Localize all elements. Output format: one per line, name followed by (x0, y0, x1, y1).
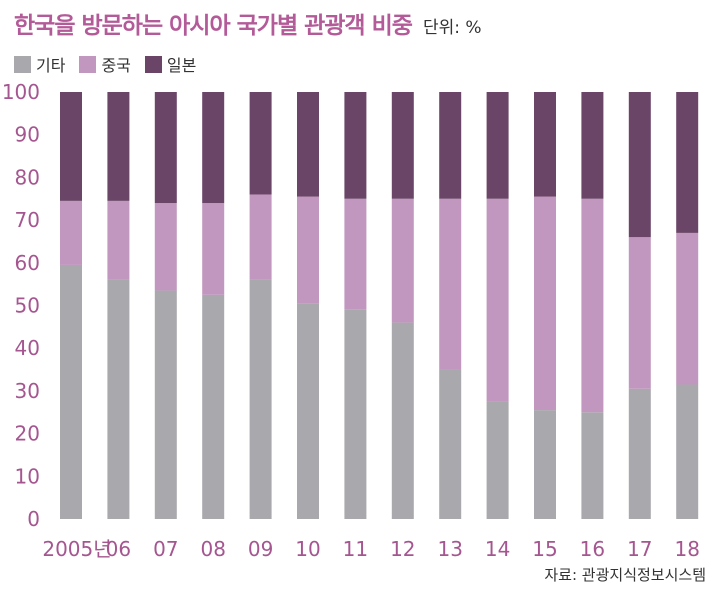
legend-label-japan: 일본 (166, 56, 197, 75)
bar-segment-other (581, 412, 604, 519)
bar-segment-other (154, 290, 177, 519)
x-tick-label: 2005년 (42, 537, 111, 561)
bar-segment-japan (581, 92, 604, 199)
bar-segment-japan (344, 92, 367, 199)
x-tick-label: 12 (390, 537, 415, 561)
bar-segment-other (486, 401, 509, 519)
bar-segment-other (534, 410, 556, 519)
bar-segment-japan (486, 92, 509, 199)
bar-segment-other (676, 384, 699, 519)
x-tick-label: 09 (248, 537, 273, 561)
x-tick-label: 07 (153, 537, 178, 561)
bar-segment-china (628, 237, 651, 389)
bar-segment-china (581, 198, 604, 413)
bar-segment-china (486, 198, 509, 402)
bar-segment-japan (439, 92, 462, 199)
unit-label: 단위: % (423, 18, 482, 38)
bar-segment-china (202, 203, 225, 295)
bar-segment-japan (391, 92, 414, 199)
bar-segment-japan (297, 92, 319, 197)
bar-segment-china (344, 198, 367, 310)
x-tick-label: 10 (295, 537, 320, 561)
x-tick-label: 18 (674, 537, 699, 561)
bar-segment-china (439, 198, 462, 370)
bar-segment-japan (107, 92, 130, 201)
legend-swatch-japan (144, 55, 162, 73)
bar-segment-other (107, 279, 130, 519)
bar-segment-japan (154, 92, 177, 204)
legend-swatch-china (79, 55, 97, 73)
y-tick-label: 30 (15, 379, 40, 403)
x-tick-label: 11 (343, 537, 368, 561)
source-note: 자료: 관광지식정보시스템 (544, 566, 706, 584)
y-tick-label: 0 (27, 507, 40, 531)
legend: 기타 중국 일본 (14, 52, 210, 76)
chart-title-row: 한국을 방문하는 아시아 국가별 관광객 비중 단위: % (14, 6, 482, 40)
bar-segment-other (60, 264, 82, 519)
x-tick-label: 08 (200, 537, 225, 561)
x-tick-label: 14 (485, 537, 510, 561)
x-tick-label: 16 (580, 537, 605, 561)
legend-label-china: 중국 (101, 56, 131, 75)
bar-segment-japan (534, 92, 556, 197)
bar-segment-china (391, 198, 414, 323)
x-tick-label: 15 (532, 537, 557, 561)
legend-item-other: 기타 (14, 52, 65, 76)
y-tick-label: 60 (15, 251, 40, 275)
bar-segment-other (628, 388, 651, 519)
x-tick-label: 17 (627, 537, 652, 561)
chart-title: 한국을 방문하는 아시아 국가별 관광객 비중 (14, 13, 413, 39)
bar-segment-japan (60, 92, 82, 201)
legend-swatch-other (14, 55, 31, 73)
y-tick-label: 90 (15, 123, 40, 147)
legend-label-other: 기타 (36, 56, 66, 75)
bar-segment-china (60, 200, 82, 265)
bar-segment-other (344, 309, 367, 519)
bar-segment-other (249, 279, 272, 519)
legend-item-china: 중국 (79, 52, 131, 76)
bar-segment-china (676, 232, 699, 385)
bar-segment-japan (676, 92, 699, 233)
y-tick-label: 20 (15, 422, 40, 446)
bar-segment-china (154, 203, 177, 291)
y-tick-label: 80 (15, 165, 40, 189)
y-tick-label: 10 (15, 464, 40, 488)
bar-segment-china (107, 200, 130, 280)
bar-segment-japan (628, 92, 651, 238)
y-tick-label: 100 (2, 80, 40, 104)
bar-segment-other (439, 369, 462, 519)
y-tick-label: 40 (15, 336, 40, 360)
bar-segment-china (249, 194, 272, 280)
bar-segment-china (534, 196, 556, 411)
bar-segment-china (297, 196, 319, 304)
x-tick-label: 13 (437, 537, 462, 561)
bar-segment-other (202, 294, 225, 519)
bar-segment-other (391, 322, 414, 519)
legend-item-japan: 일본 (144, 52, 197, 76)
bar-segment-other (297, 303, 319, 519)
bar-segment-japan (249, 92, 272, 195)
y-tick-label: 70 (15, 208, 40, 232)
bar-segment-japan (202, 92, 225, 204)
x-tick-label: 06 (106, 537, 131, 561)
y-tick-label: 50 (15, 294, 40, 318)
